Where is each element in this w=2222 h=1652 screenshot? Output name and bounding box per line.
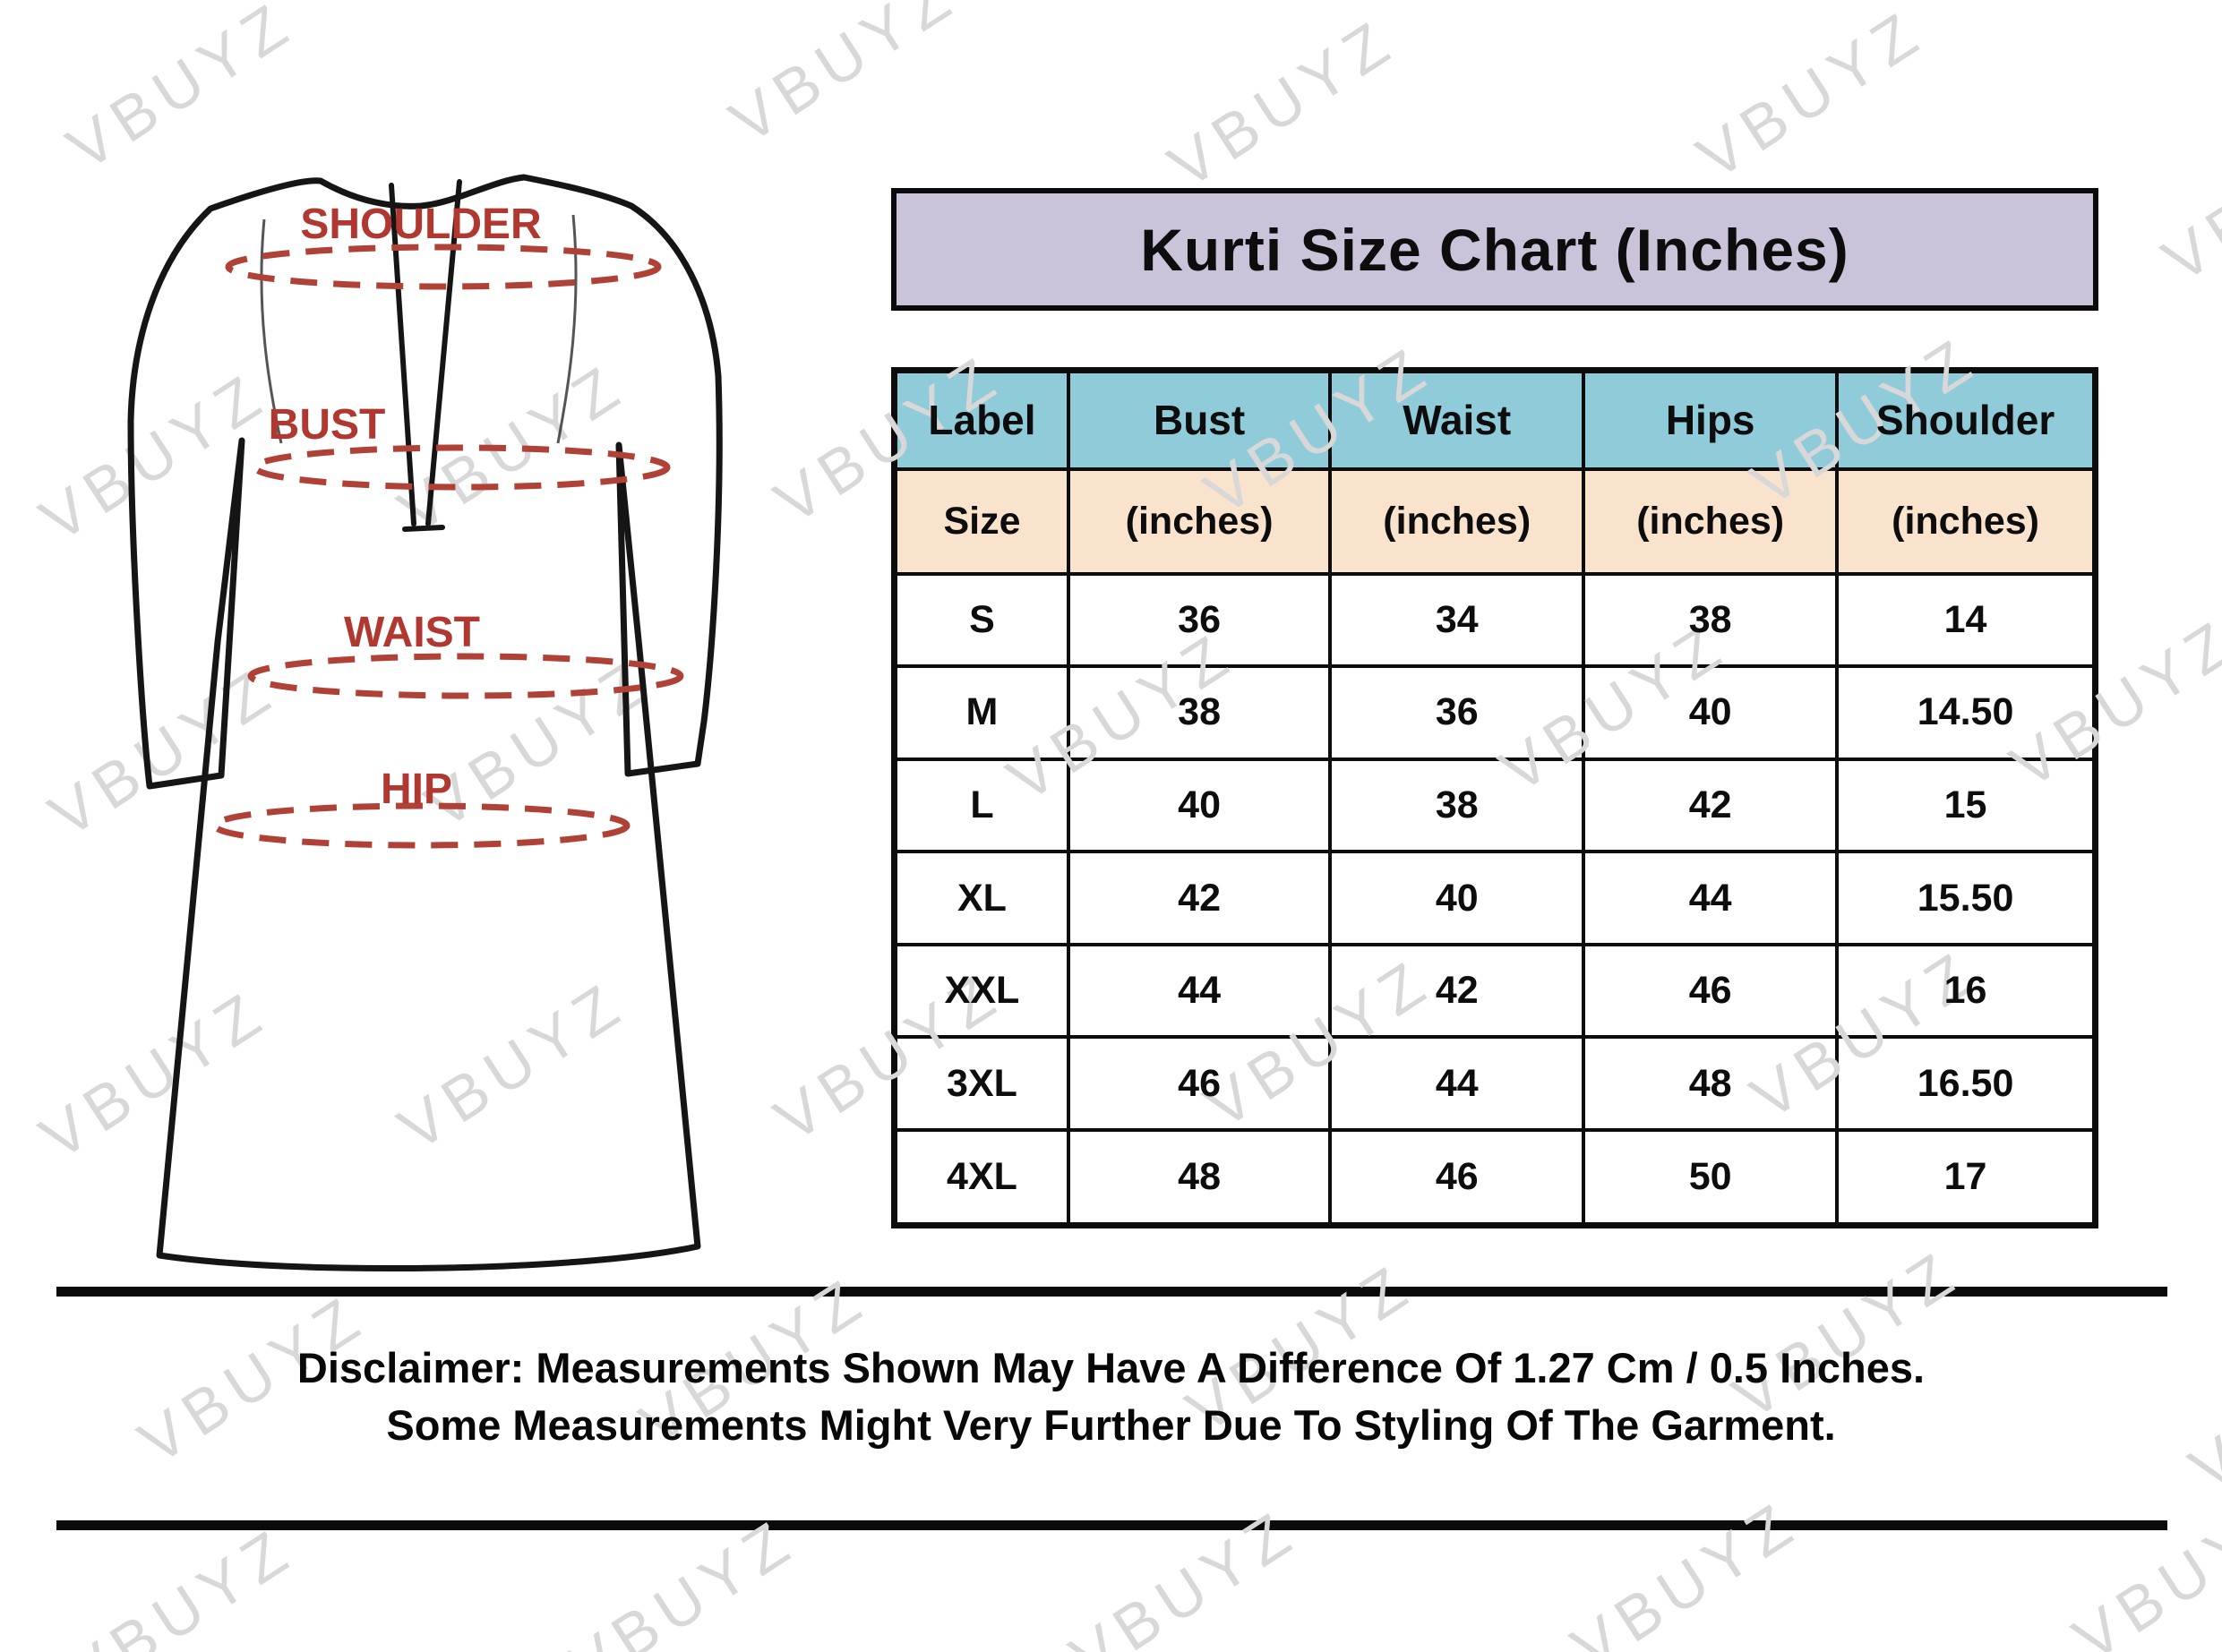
value-cell: 36 (1066, 571, 1333, 669)
value-cell: 38 (1582, 571, 1840, 669)
value-cell: 48 (1066, 1127, 1333, 1228)
units-size: Size (892, 466, 1070, 576)
shoulder-measure-line (225, 244, 662, 290)
value-cell: 38 (1328, 757, 1586, 854)
value-cell: 14 (1835, 571, 2098, 669)
size-table-body: S 36 34 38 14 M 38 36 40 14.50 L 40 38 42 15 XL 42 40 44 15… (892, 571, 2098, 1228)
watermark: VBUYZ (1685, 0, 1936, 193)
kurti-diagram: SHOULDER BUST WAIST HIP (127, 174, 723, 1272)
col-header-label: Label (892, 368, 1070, 471)
disclaimer-line-1: Disclaimer: Measurements Shown May Have … (296, 1344, 1926, 1391)
value-cell: 16.50 (1835, 1035, 2098, 1132)
value-cell: 16 (1835, 942, 2098, 1040)
value-cell: 40 (1328, 850, 1586, 946)
value-cell: 42 (1066, 850, 1333, 946)
value-cell: 46 (1066, 1035, 1333, 1132)
watermark: VBUYZ (55, 1513, 306, 1652)
disclaimer-line-2: Some Measurements Might Very Further Due… (386, 1401, 1836, 1449)
table-units-row: Size (inches) (inches) (inches) (inches) (892, 466, 2098, 576)
value-cell: 42 (1582, 757, 1840, 854)
value-cell: 50 (1582, 1127, 1840, 1228)
value-cell: 40 (1582, 664, 1840, 761)
value-cell: 38 (1066, 664, 1333, 761)
size-cell: M (892, 664, 1070, 761)
size-table: Label Bust Waist Hips Shoulder Size (inc… (891, 367, 2098, 1228)
value-cell: 44 (1066, 942, 1333, 1040)
divider-line-bottom (56, 1520, 2167, 1530)
hip-label: HIP (381, 766, 452, 813)
hip-measure-line (211, 802, 631, 849)
size-cell: L (892, 757, 1070, 854)
neck-placket (389, 179, 462, 532)
watermark: VBUYZ (2150, 98, 2222, 295)
table-row: L 40 38 42 15 (892, 757, 2098, 854)
size-cell: S (892, 571, 1070, 669)
value-cell: 15.50 (1835, 850, 2098, 946)
waist-label: WAIST (344, 609, 480, 656)
value-cell: 42 (1328, 942, 1586, 1040)
chart-title: Kurti Size Chart (Inches) (1140, 216, 1849, 283)
watermark: VBUYZ (1559, 1486, 1811, 1652)
value-cell: 40 (1066, 757, 1333, 854)
col-header-waist: Waist (1328, 368, 1586, 471)
size-cell: 4XL (892, 1127, 1070, 1228)
value-cell: 44 (1328, 1035, 1586, 1132)
disclaimer: Disclaimer: Measurements Shown May Have … (0, 1340, 2222, 1454)
watermark: VBUYZ (717, 0, 969, 157)
divider-line-top (56, 1287, 2167, 1297)
bust-label: BUST (269, 401, 386, 449)
table-row: XL 42 40 44 15.50 (892, 850, 2098, 946)
units-hips: (inches) (1582, 466, 1840, 576)
chart-title-banner: Kurti Size Chart (Inches) (891, 188, 2098, 311)
table-row: S 36 34 38 14 (892, 571, 2098, 669)
table-row: 4XL 48 46 50 17 (892, 1127, 2098, 1228)
watermark: VBUYZ (1058, 1495, 1309, 1652)
size-cell: XL (892, 850, 1070, 946)
col-header-hips: Hips (1582, 368, 1840, 471)
value-cell: 46 (1328, 1127, 1586, 1228)
units-shoulder: (inches) (1835, 466, 2098, 576)
value-cell: 44 (1582, 850, 1840, 946)
table-header-row: Label Bust Waist Hips Shoulder (892, 368, 2098, 471)
table-row: XXL 44 42 46 16 (892, 942, 2098, 1040)
watermark: VBUYZ (2061, 1477, 2222, 1652)
value-cell: 15 (1835, 757, 2098, 854)
size-cell: XXL (892, 942, 1070, 1040)
value-cell: 48 (1582, 1035, 1840, 1132)
col-header-bust: Bust (1066, 368, 1333, 471)
kurti-outline (127, 174, 723, 1272)
shoulder-label: SHOULDER (300, 201, 541, 248)
value-cell: 36 (1328, 664, 1586, 761)
value-cell: 17 (1835, 1127, 2098, 1228)
col-header-shoulder: Shoulder (1835, 368, 2098, 471)
watermark: VBUYZ (1156, 4, 1408, 201)
value-cell: 46 (1582, 942, 1840, 1040)
bust-measure-line (252, 444, 671, 491)
value-cell: 14.50 (1835, 664, 2098, 761)
units-bust: (inches) (1066, 466, 1333, 576)
table-row: M 38 36 40 14.50 (892, 664, 2098, 761)
size-cell: 3XL (892, 1035, 1070, 1132)
units-waist: (inches) (1328, 466, 1586, 576)
waist-measure-line (247, 653, 684, 699)
value-cell: 34 (1328, 571, 1586, 669)
table-row: 3XL 46 44 48 16.50 (892, 1035, 2098, 1132)
